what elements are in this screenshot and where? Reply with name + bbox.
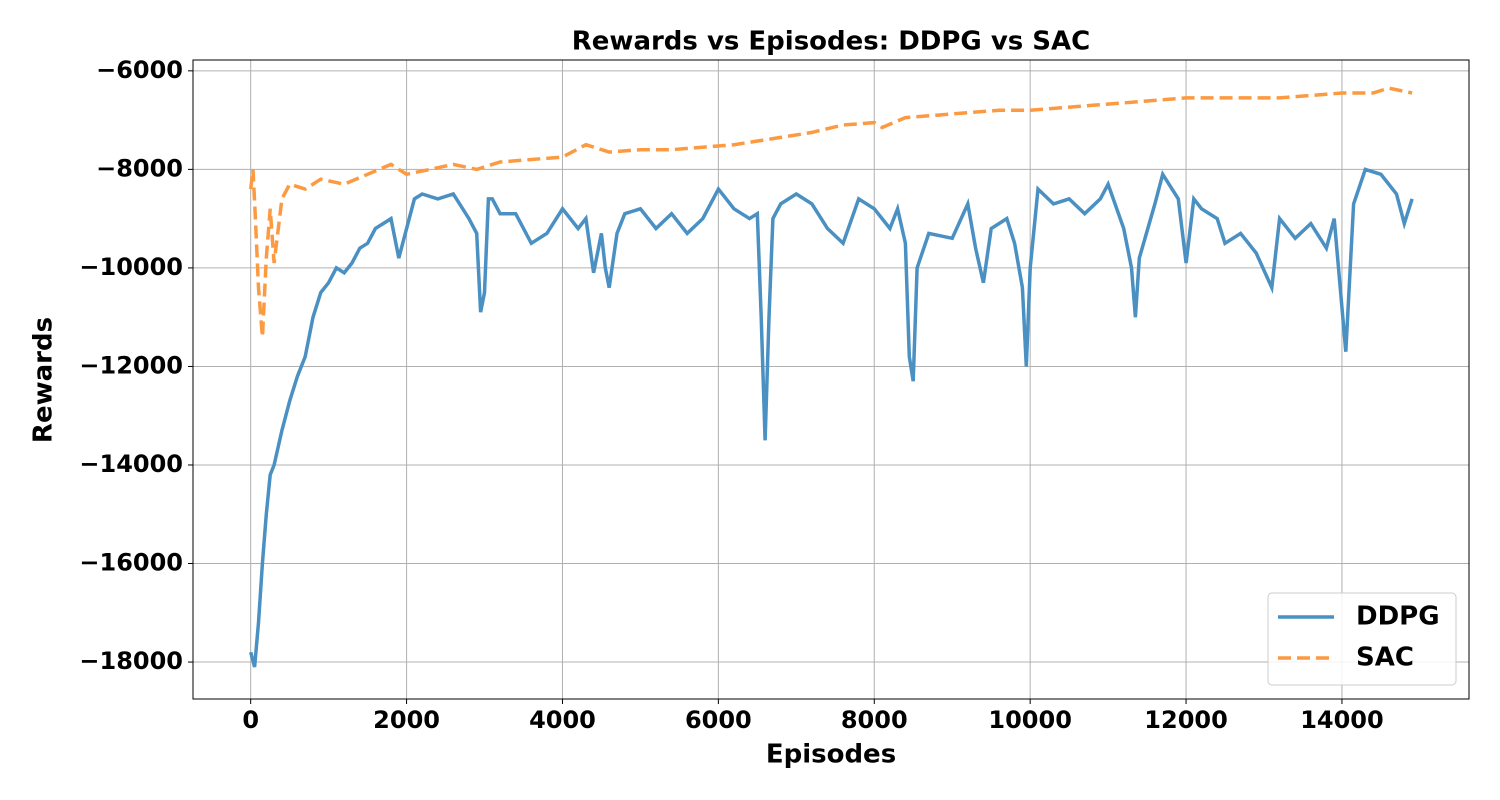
x-tick-label: 8000 <box>841 706 908 734</box>
y-tick-label: −6000 <box>96 56 183 84</box>
y-tick-label: −18000 <box>79 647 183 675</box>
x-tick-label: 12000 <box>1144 706 1228 734</box>
legend-label: DDPG <box>1356 602 1440 632</box>
y-tick-label: −8000 <box>96 154 183 182</box>
y-axis-label: Rewards <box>29 317 59 443</box>
chart-title: Rewards vs Episodes: DDPG vs SAC <box>572 27 1090 57</box>
series-line <box>248 86 1413 338</box>
y-tick-label: −14000 <box>79 450 183 478</box>
x-axis-label: Episodes <box>766 740 896 770</box>
y-tick-label: −10000 <box>79 253 183 281</box>
x-tick-label: 10000 <box>988 706 1072 734</box>
y-tick-label: −16000 <box>79 549 183 577</box>
x-tick-label: 6000 <box>685 706 752 734</box>
x-tick-label: 2000 <box>373 706 440 734</box>
y-tick-label: −12000 <box>79 351 183 379</box>
legend-label: SAC <box>1356 643 1414 673</box>
x-tick-label: 14000 <box>1300 706 1384 734</box>
series-line <box>249 167 1414 668</box>
legend: DDPG SAC <box>1267 592 1457 686</box>
plot-frame <box>192 59 1470 700</box>
x-tick-label: 4000 <box>529 706 596 734</box>
x-tick-label: 0 <box>242 706 259 734</box>
